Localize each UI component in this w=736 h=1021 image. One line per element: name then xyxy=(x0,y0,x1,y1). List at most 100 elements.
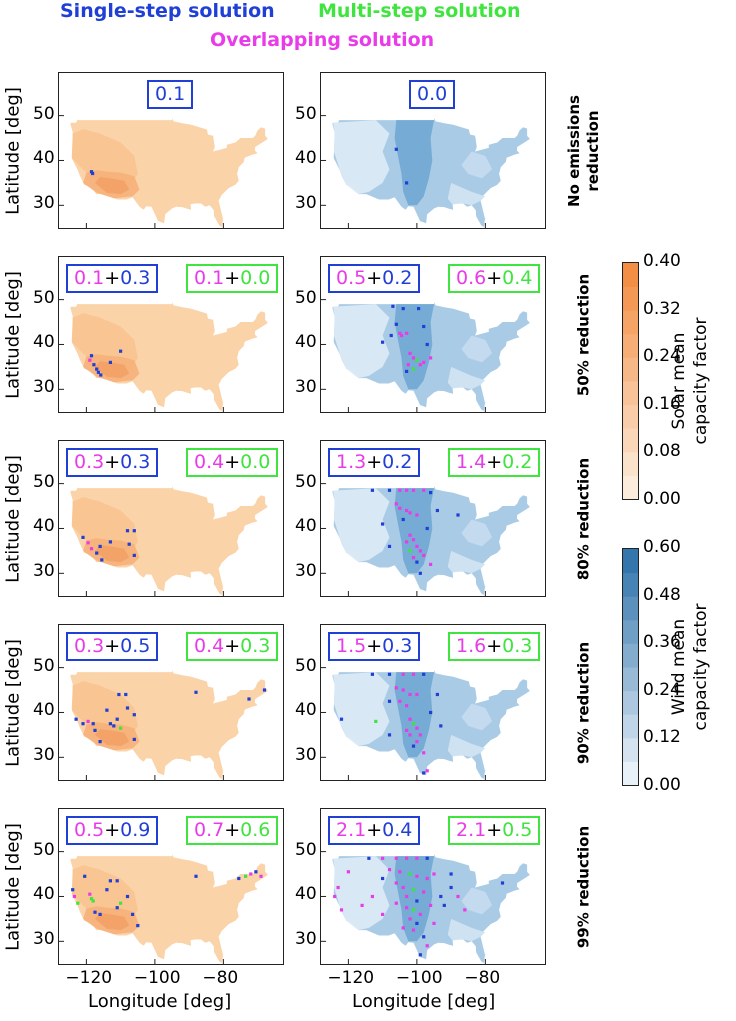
x-axis-label-left: Longitude [deg] xyxy=(88,991,232,1012)
site-marker-overlap xyxy=(408,717,412,721)
plus-sign: + xyxy=(366,451,383,473)
site-marker-overlap xyxy=(86,541,90,545)
colorbar-level xyxy=(623,428,638,453)
colorbar-level xyxy=(623,310,638,335)
single-overlap-value: 2.1 xyxy=(336,819,367,841)
site-marker-overlap xyxy=(405,488,409,492)
wind-map-svg xyxy=(321,667,530,780)
site-marker-single xyxy=(429,710,433,715)
site-marker-single xyxy=(115,879,119,883)
site-marker-single xyxy=(127,542,131,546)
site-marker-single xyxy=(422,935,426,939)
y-tick-label: 50 xyxy=(295,839,317,860)
single-step-total-box: 0.3+0.5 xyxy=(66,632,159,661)
site-marker-single xyxy=(105,708,109,712)
y-tick-label: 50 xyxy=(33,655,55,676)
colorbar-level xyxy=(623,333,638,358)
site-marker-overlap xyxy=(394,856,398,860)
colorbar-level xyxy=(623,286,638,311)
site-marker-single xyxy=(394,322,398,326)
single-overlap-value: 0.3 xyxy=(74,635,105,657)
site-marker-overlap xyxy=(415,874,419,878)
wind-map-shape xyxy=(332,486,530,595)
site-marker-overlap xyxy=(415,856,419,860)
wind-colorbar-tick: 0.00 xyxy=(643,775,681,795)
legend-overlapping: Overlapping solution xyxy=(210,29,434,51)
x-tick-label: −120 xyxy=(327,968,375,988)
site-marker-single xyxy=(449,872,453,876)
single-only-value: 0.5 xyxy=(120,635,151,657)
plus-sign: + xyxy=(104,819,121,841)
site-marker-single xyxy=(415,921,419,925)
y-axis-label: Latitude [deg] xyxy=(2,86,24,215)
multi-overlap-value: 1.6 xyxy=(456,635,487,657)
y-tick-label: 50 xyxy=(295,655,317,676)
scenario-label-line1: 50% reduction xyxy=(574,273,593,396)
single-step-total-box: 0.0 xyxy=(409,80,456,109)
site-marker-multi xyxy=(91,899,95,903)
site-marker-single xyxy=(401,307,405,311)
site-marker-overlap xyxy=(72,894,76,899)
y-tick-label: 50 xyxy=(295,471,317,492)
single-overlap-value: 0.3 xyxy=(74,451,105,473)
y-tick-label: 40 xyxy=(33,700,55,721)
multi-overlap-value: 0.7 xyxy=(194,819,225,841)
site-marker-single xyxy=(387,488,392,492)
plus-sign: + xyxy=(104,267,121,289)
wind-map-svg xyxy=(321,299,530,412)
colorbar-level xyxy=(623,596,638,621)
multi-step-total-box: 1.6+0.3 xyxy=(448,632,541,661)
site-marker-overlap xyxy=(346,870,350,874)
site-marker-single xyxy=(74,717,78,721)
site-marker-overlap xyxy=(408,351,412,355)
wind-map-shape xyxy=(332,670,530,779)
multi-only-value: 0.3 xyxy=(240,635,271,657)
site-marker-single xyxy=(194,690,198,694)
site-marker-overlap xyxy=(418,363,422,367)
scenario-label-line1: 90% reduction xyxy=(574,641,593,764)
site-marker-single xyxy=(91,171,95,176)
site-marker-single xyxy=(425,856,429,860)
wind-colorbar-title-line2: capacity factor xyxy=(691,603,711,731)
single-overlap-value: 1.3 xyxy=(336,451,367,473)
wind-map-svg xyxy=(321,483,530,596)
plus-sign: + xyxy=(224,819,241,841)
scenario-label: 90% reduction xyxy=(575,641,594,763)
plus-sign: + xyxy=(486,635,503,657)
site-marker-multi xyxy=(411,908,416,912)
site-marker-single xyxy=(389,333,393,338)
site-marker-overlap xyxy=(401,926,405,930)
y-tick-label: 30 xyxy=(295,745,317,766)
multi-overlap-value: 0.4 xyxy=(194,635,225,657)
site-marker-single xyxy=(132,553,136,557)
plus-sign: + xyxy=(104,451,121,473)
site-marker-overlap xyxy=(415,513,419,517)
multi-only-value: 0.6 xyxy=(240,819,271,841)
wind-colorbar-tick: 0.24 xyxy=(643,679,681,700)
y-tick-label: 40 xyxy=(33,148,55,169)
scenario-label: 80% reduction xyxy=(575,457,594,579)
multi-step-total-box: 0.6+0.4 xyxy=(448,264,541,293)
solar-colorbar xyxy=(622,262,639,500)
site-marker-single xyxy=(405,181,409,185)
single-overlap-value: 0.1 xyxy=(74,267,105,289)
site-marker-overlap xyxy=(394,901,398,905)
site-marker-single xyxy=(115,717,119,721)
wind-map-svg xyxy=(321,115,530,228)
site-marker-single xyxy=(422,771,426,775)
site-marker-multi xyxy=(411,888,416,892)
site-marker-single xyxy=(439,894,443,899)
site-marker-overlap xyxy=(408,533,412,537)
site-marker-overlap xyxy=(429,903,433,907)
single-step-total-box: 0.5+0.2 xyxy=(328,264,421,293)
plus-sign: + xyxy=(104,635,121,657)
x-tick-label: −100 xyxy=(133,968,181,988)
site-marker-single xyxy=(81,722,85,726)
multi-only-value: 0.3 xyxy=(502,635,533,657)
colorbar-level xyxy=(623,643,638,668)
scenario-label: No emissions reduction xyxy=(565,95,603,207)
site-marker-overlap xyxy=(339,908,344,912)
single-step-total-box: 1.5+0.3 xyxy=(328,632,421,661)
site-marker-overlap xyxy=(405,331,409,335)
solar-map-shape xyxy=(70,118,268,227)
